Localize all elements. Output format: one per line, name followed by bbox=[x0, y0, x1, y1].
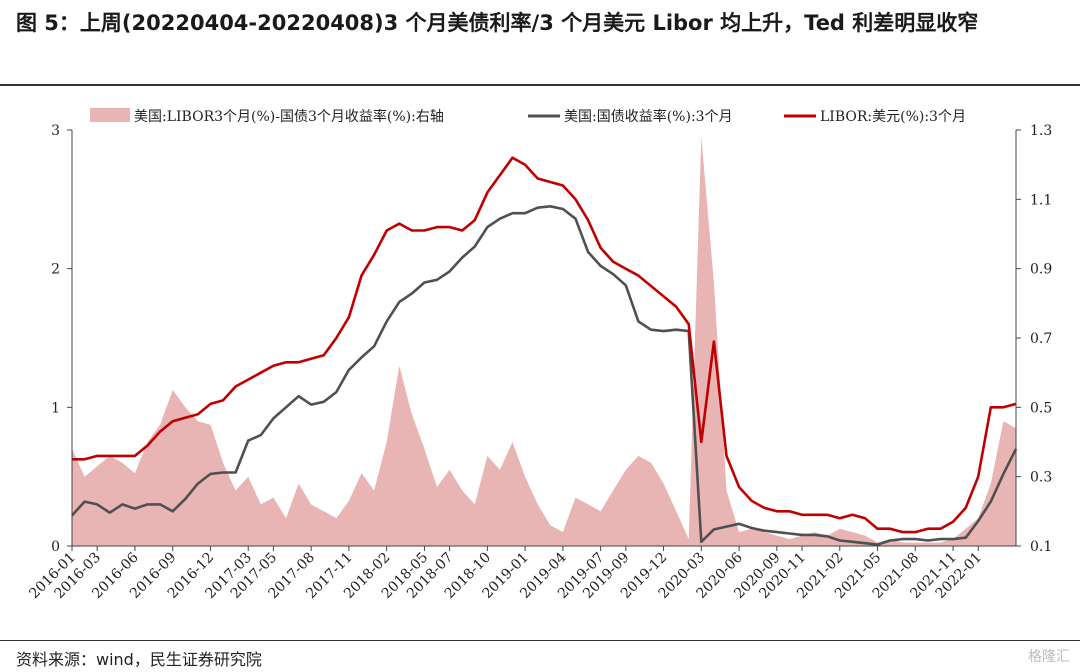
left-tick-label: 2 bbox=[51, 262, 60, 278]
series-libor-line bbox=[72, 156, 1017, 534]
series-treasury-line bbox=[71, 205, 1018, 546]
watermark: 格隆汇 bbox=[1028, 649, 1070, 665]
source-note: 资料来源：wind，民生证券研究院 bbox=[16, 650, 262, 669]
right-tick-label: 1.3 bbox=[1030, 123, 1052, 139]
legend-label-libor: LIBOR:美元(%):3个月 bbox=[820, 109, 966, 125]
left-tick-label: 0 bbox=[51, 539, 60, 555]
right-tick-label: 1.1 bbox=[1030, 192, 1052, 208]
series-spread-area bbox=[72, 136, 1016, 546]
top-rule bbox=[0, 84, 1080, 86]
chart: 美国:LIBOR3个月(%)-国债3个月收益率(%):右轴 美国:国债收益率(%)… bbox=[26, 108, 1052, 602]
plot-area bbox=[71, 136, 1018, 546]
legend: 美国:LIBOR3个月(%)-国债3个月收益率(%):右轴 美国:国债收益率(%)… bbox=[90, 108, 966, 125]
right-tick-label: 0.5 bbox=[1030, 400, 1052, 416]
left-tick-label: 3 bbox=[51, 123, 60, 139]
right-tick-label: 0.1 bbox=[1030, 539, 1052, 555]
right-tick-label: 0.7 bbox=[1030, 331, 1052, 347]
figure-title: 图 5：上周(20220404-20220408)3 个月美债利率/3 个月美元… bbox=[16, 11, 979, 35]
right-tick-label: 0.3 bbox=[1030, 470, 1052, 486]
legend-swatch-spread bbox=[90, 108, 130, 122]
bottom-rule bbox=[0, 640, 1080, 641]
left-tick-label: 1 bbox=[51, 400, 60, 416]
legend-label-spread: 美国:LIBOR3个月(%)-国债3个月收益率(%):右轴 bbox=[134, 108, 444, 125]
right-tick-label: 0.9 bbox=[1030, 262, 1052, 278]
legend-label-treasury: 美国:国债收益率(%):3个月 bbox=[564, 108, 733, 125]
